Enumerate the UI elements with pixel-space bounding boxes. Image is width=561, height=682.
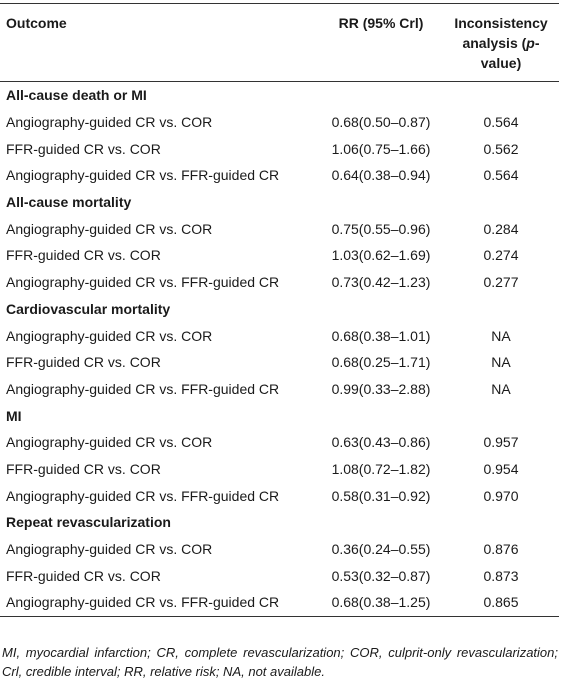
comparison: FFR-guided CR vs. COR: [6, 460, 161, 477]
header-row: Outcome RR (95% Crl) Inconsistency analy…: [0, 3, 559, 82]
table-header: Outcome RR (95% Crl) Inconsistency analy…: [0, 3, 559, 82]
header-cell: Inconsistency analysis (p-value): [443, 4, 559, 82]
comparison: FFR-guided CR vs. COR: [6, 140, 161, 157]
group-title: MI: [6, 407, 22, 424]
comparison: Angiography-guided CR vs. COR: [6, 327, 213, 344]
header-cell: RR (95% Crl): [338, 15, 424, 31]
rr-value: 0.68(0.38–1.01): [331, 327, 431, 344]
group-title: Repeat revascularization: [6, 514, 171, 531]
comparison: Angiography-guided CR vs. FFR-guided CR: [6, 167, 280, 184]
p-value: 0.564: [483, 114, 519, 131]
p-value: 0.277: [483, 274, 519, 291]
rr-value: 0.58(0.31–0.92): [331, 487, 431, 504]
header-cell: Outcome: [6, 15, 67, 31]
rr-value: 1.03(0.62–1.69): [331, 247, 431, 264]
results-table: Outcome RR (95% Crl) Inconsistency analy…: [0, 3, 559, 617]
group-row: All-cause mortality: [0, 189, 559, 216]
comparison: Angiography-guided CR vs. COR: [6, 434, 213, 451]
data-row: Angiography-guided CR vs. COR 0.75(0.55–0…: [0, 215, 559, 242]
p-value: 0.970: [483, 487, 519, 504]
comparison: FFR-guided CR vs. COR: [6, 567, 161, 584]
header-text: -value): [480, 35, 540, 71]
p-value: 0.957: [483, 434, 519, 451]
group-title: All-cause death or MI: [6, 87, 147, 104]
rr-value: 0.68(0.38–1.25): [331, 594, 431, 611]
data-row: Angiography-guided CR vs. FFR-guided CR 0…: [0, 589, 559, 617]
group-row: All-cause death or MI: [0, 82, 559, 109]
footnote: MI, myocardial infarction; CR, complete …: [2, 645, 558, 679]
comparison: Angiography-guided CR vs. COR: [6, 220, 213, 237]
data-row: FFR-guided CR vs. COR 0.68(0.25–1.71) NA: [0, 349, 559, 376]
comparison: Angiography-guided CR vs. FFR-guided CR: [6, 594, 280, 611]
header-italic: p: [526, 35, 535, 51]
comparison: Angiography-guided CR vs. COR: [6, 541, 213, 558]
rr-value: 1.08(0.72–1.82): [331, 460, 431, 477]
p-value: 0.562: [483, 140, 519, 157]
p-value: NA: [491, 354, 511, 371]
p-value: 0.865: [483, 594, 519, 611]
rr-value: 0.53(0.32–0.87): [331, 567, 431, 584]
data-row: Angiography-guided CR vs. COR 0.63(0.43–0…: [0, 429, 559, 456]
p-value: 0.876: [483, 541, 519, 558]
rr-value: 0.68(0.25–1.71): [331, 354, 431, 371]
p-value: NA: [491, 327, 511, 344]
data-row: Angiography-guided CR vs. FFR-guided CR 0…: [0, 269, 559, 296]
comparison: Angiography-guided CR vs. FFR-guided CR: [6, 274, 280, 291]
data-row: FFR-guided CR vs. COR 1.06(0.75–1.66) 0.56…: [0, 135, 559, 162]
comparison: Angiography-guided CR vs. COR: [6, 114, 213, 131]
p-value: 0.954: [483, 460, 519, 477]
p-value: 0.564: [483, 167, 519, 184]
group-row: Repeat revascularization: [0, 509, 559, 536]
p-value: 0.274: [483, 247, 519, 264]
comparison: Angiography-guided CR vs. FFR-guided CR: [6, 380, 280, 397]
rr-value: 1.06(0.75–1.66): [331, 140, 431, 157]
data-row: FFR-guided CR vs. COR 0.53(0.32–0.87) 0.87…: [0, 562, 559, 589]
rr-value: 0.64(0.38–0.94): [331, 167, 431, 184]
rr-value: 0.99(0.33–2.88): [331, 380, 431, 397]
group-row: MI: [0, 402, 559, 429]
rr-value: 0.73(0.42–1.23): [331, 274, 431, 291]
group-title: All-cause mortality: [6, 194, 132, 211]
header-text: Inconsistency analysis (: [454, 15, 548, 51]
data-row: Angiography-guided CR vs. FFR-guided CR 0…: [0, 482, 559, 509]
p-value: 0.284: [483, 220, 519, 237]
table-body: All-cause death or MI Angiography-guided …: [0, 82, 559, 617]
data-row: Angiography-guided CR vs. COR 0.36(0.24–0…: [0, 536, 559, 563]
rr-value: 0.75(0.55–0.96): [331, 220, 431, 237]
comparison: FFR-guided CR vs. COR: [6, 247, 161, 264]
rr-value: 0.36(0.24–0.55): [331, 541, 431, 558]
data-row: FFR-guided CR vs. COR 1.03(0.62–1.69) 0.27…: [0, 242, 559, 269]
data-row: FFR-guided CR vs. COR 1.08(0.72–1.82) 0.95…: [0, 456, 559, 483]
rr-value: 0.63(0.43–0.86): [331, 434, 431, 451]
rr-value: 0.68(0.50–0.87): [331, 114, 431, 131]
comparison: Angiography-guided CR vs. FFR-guided CR: [6, 487, 280, 504]
data-row: Angiography-guided CR vs. COR 0.68(0.50–0…: [0, 109, 559, 136]
p-value: 0.873: [483, 567, 519, 584]
comparison: FFR-guided CR vs. COR: [6, 354, 161, 371]
p-value: NA: [491, 380, 511, 397]
group-row: Cardiovascular mortality: [0, 296, 559, 323]
data-row: Angiography-guided CR vs. COR 0.68(0.38–1…: [0, 322, 559, 349]
group-title: Cardiovascular mortality: [6, 300, 171, 317]
data-row: Angiography-guided CR vs. FFR-guided CR 0…: [0, 162, 559, 189]
data-row: Angiography-guided CR vs. FFR-guided CR 0…: [0, 376, 559, 403]
